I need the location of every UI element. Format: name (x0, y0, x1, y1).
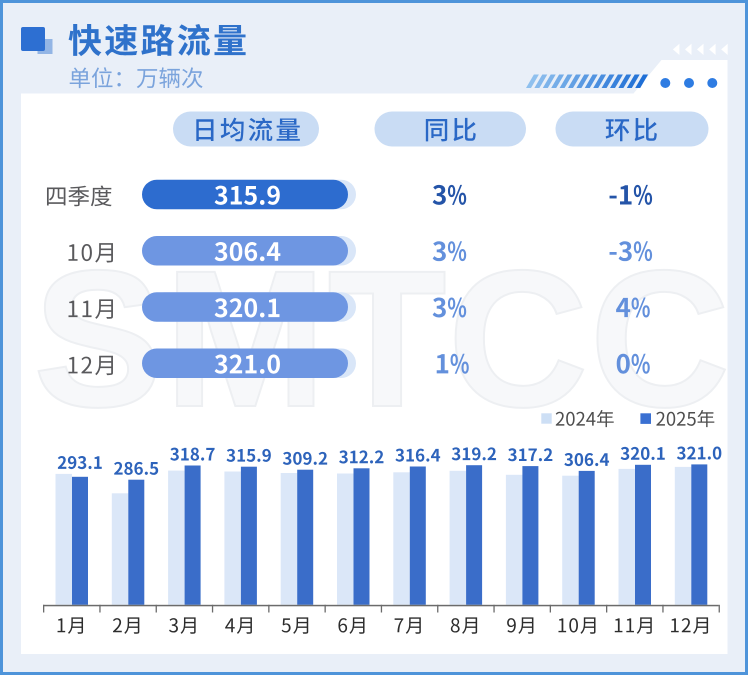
svg-text:SMTCC: SMTCC (33, 230, 731, 448)
